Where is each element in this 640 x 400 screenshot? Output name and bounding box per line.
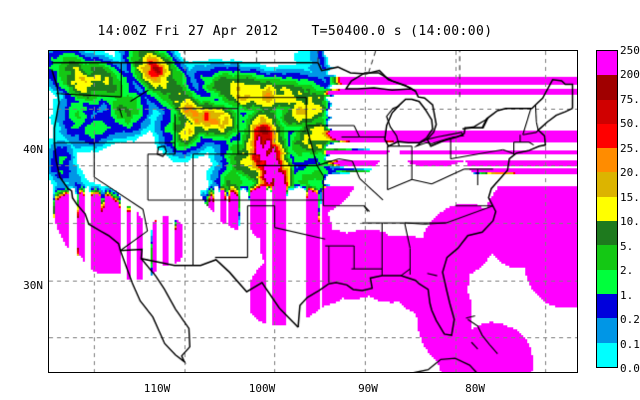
colorbar-tick-label: 50. <box>620 117 640 131</box>
map-plot-area[interactable] <box>48 50 578 373</box>
colorbar-band-6 <box>597 196 617 222</box>
colorbar-tick-label: 75. <box>620 92 640 106</box>
colorbar-tick-label: 2. <box>620 264 634 278</box>
colorbar-band-8 <box>597 245 617 270</box>
colorbar-band-1 <box>597 75 617 100</box>
colorbar-tick-label: 10. <box>620 215 640 229</box>
xtick-label-80w: 80W <box>465 382 485 395</box>
xtick-label-110w: 110W <box>143 382 171 395</box>
colorbar-tick-label: 200. <box>620 68 640 82</box>
colorbar-tick-label: 25. <box>620 141 640 155</box>
colorbar-tick-label: 250. <box>620 44 640 57</box>
colorbar-band-4 <box>597 148 617 173</box>
colorbar-tick-label: 5. <box>620 239 634 253</box>
colorbar[interactable] <box>596 50 618 368</box>
colorbar-band-2 <box>597 99 617 124</box>
ytick-label-40n: 40N <box>23 142 43 156</box>
colorbar-tick-label: 1. <box>620 288 634 302</box>
ytick-label-30n: 30N <box>23 279 43 292</box>
colorbar-band-11 <box>597 318 617 343</box>
colorbar-band-10 <box>597 293 617 319</box>
colorbar-band-5 <box>597 172 617 197</box>
precipitation-map[interactable] <box>49 51 577 372</box>
colorbar-band-3 <box>597 123 617 149</box>
page-title: 14:00Z Fri 27 Apr 2012 T=50400.0 s (14:0… <box>97 24 493 39</box>
colorbar-tick-label: 0.01 <box>620 362 640 375</box>
colorbar-tick-label: 20. <box>620 166 640 180</box>
xtick-label-90w: 90W <box>358 382 378 395</box>
colorbar-tick-label: 15. <box>620 190 640 204</box>
colorbar-band-12 <box>597 342 617 367</box>
colorbar-tick-label: 0.10 <box>620 337 640 351</box>
colorbar-band-9 <box>597 269 617 294</box>
colorbar-band-0 <box>597 51 617 76</box>
xtick-label-100w: 100W <box>248 382 276 395</box>
colorbar-tick-label: 0.25 <box>620 313 640 327</box>
colorbar-band-7 <box>597 221 617 246</box>
